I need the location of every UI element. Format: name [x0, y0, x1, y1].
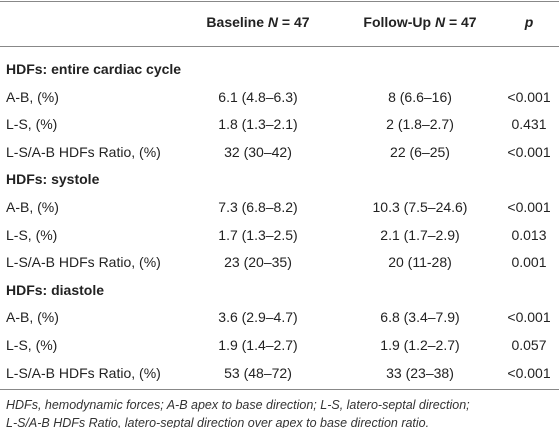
- p-value: 0.057: [511, 337, 547, 353]
- row-label: A-B, (%): [6, 88, 59, 105]
- section-title: HDFs: diastole: [6, 281, 105, 298]
- row-label: L-S, (%): [6, 226, 58, 243]
- followup-value: 1.9 (1.2–2.7): [380, 337, 460, 353]
- p-value: <0.001: [507, 88, 551, 105]
- followup-value: 2.1 (1.7–2.9): [380, 226, 460, 243]
- header-rule: [0, 46, 559, 47]
- baseline-value: 23 (20–35): [224, 254, 292, 271]
- followup-value: 22 (6–25): [390, 143, 450, 160]
- section-title: HDFs: entire cardiac cycle: [6, 61, 182, 77]
- baseline-value: 1.8 (1.3–2.1): [218, 116, 298, 133]
- followup-value: 6.8 (3.4–7.9): [380, 309, 460, 326]
- baseline-value: 1.7 (1.3–2.5): [218, 226, 298, 243]
- p-value: <0.001: [507, 199, 551, 215]
- p-value: <0.001: [507, 364, 551, 381]
- header-text: Baseline: [206, 14, 265, 30]
- p-value: <0.001: [507, 309, 551, 326]
- bottom-rule: [0, 389, 559, 390]
- header-p: p: [524, 14, 534, 30]
- row-label: A-B, (%): [6, 309, 59, 326]
- row-label: L-S/A-B HDFs Ratio, (%): [6, 364, 161, 381]
- p-value: 0.001: [511, 254, 547, 271]
- header-symbol: N: [434, 14, 446, 30]
- followup-value: 8 (6.6–16): [388, 88, 452, 105]
- footnote-line: HDFs, hemodynamic forces; A-B apex to ba…: [6, 398, 470, 412]
- header-text: = 47: [448, 14, 477, 30]
- row-label: L-S, (%): [6, 116, 58, 133]
- followup-value: 20 (11-28): [388, 254, 452, 271]
- header-baseline: Baseline N = 47: [178, 13, 338, 31]
- row-label: L-S/A-B HDFs Ratio, (%): [6, 254, 161, 271]
- baseline-value: 1.9 (1.4–2.7): [218, 337, 298, 353]
- header-text: = 47: [281, 14, 310, 30]
- baseline-value: 7.3 (6.8–8.2): [218, 199, 298, 215]
- baseline-value: 53 (48–72): [224, 364, 292, 381]
- row-label: L-S, (%): [6, 337, 58, 353]
- footnote-line: L-S/A-B HDFs Ratio, latero-septal direct…: [6, 416, 430, 428]
- followup-value: 2 (1.8–2.7): [386, 116, 454, 133]
- header-text: Follow-Up: [363, 14, 432, 30]
- p-value: 0.013: [511, 226, 547, 243]
- p-value: <0.001: [507, 143, 551, 160]
- baseline-value: 6.1 (4.8–6.3): [218, 88, 298, 105]
- section-title: HDFs: systole: [6, 171, 100, 188]
- header-followup: Follow-Up N = 47: [340, 13, 500, 31]
- followup-value: 33 (23–38): [386, 364, 454, 381]
- followup-value: 10.3 (7.5–24.6): [372, 199, 468, 215]
- p-value: 0.431: [511, 116, 547, 133]
- row-label: A-B, (%): [6, 199, 59, 215]
- header-symbol: N: [267, 14, 279, 30]
- row-label: L-S/A-B HDFs Ratio, (%): [6, 143, 161, 160]
- top-rule: [0, 1, 559, 2]
- baseline-value: 32 (30–42): [224, 143, 292, 160]
- baseline-value: 3.6 (2.9–4.7): [218, 309, 298, 326]
